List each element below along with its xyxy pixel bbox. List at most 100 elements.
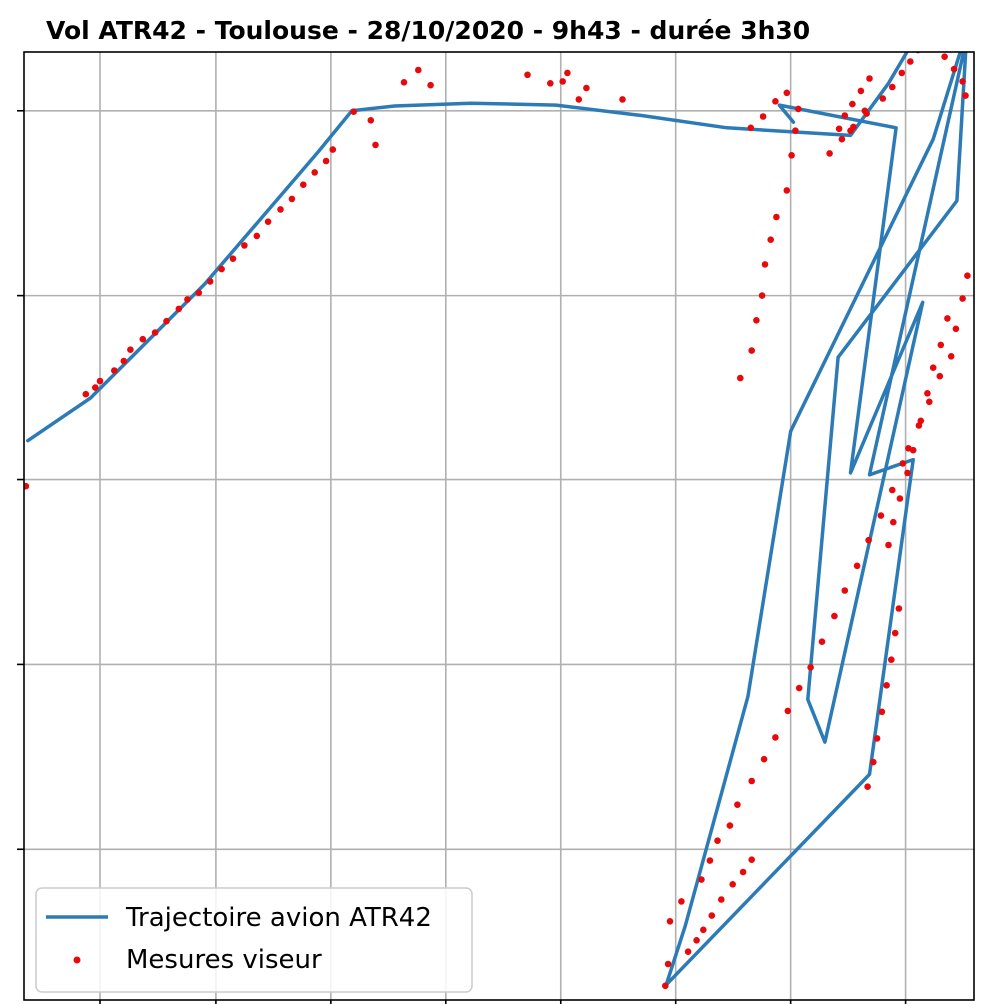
measurement-point-57 xyxy=(748,777,755,785)
measurement-point-22 xyxy=(311,169,319,176)
measurement-point-6 xyxy=(127,346,134,354)
measurement-point-33 xyxy=(619,96,626,103)
measurement-point-93 xyxy=(878,708,886,716)
measurement-point-77 xyxy=(959,295,966,302)
measurement-point-56 xyxy=(734,801,741,808)
measurement-point-29 xyxy=(547,80,554,87)
measurement-point-10 xyxy=(175,305,183,313)
measurement-point-19 xyxy=(277,206,284,213)
measurement-point-24 xyxy=(329,146,337,153)
measurement-point-38 xyxy=(783,89,791,97)
measurement-point-53 xyxy=(706,857,714,864)
measurement-point-41 xyxy=(788,152,795,159)
measurement-point-47 xyxy=(753,317,760,324)
measurement-point-70 xyxy=(899,460,907,467)
measurement-point-123 xyxy=(922,36,929,43)
measurement-point-112 xyxy=(718,896,725,903)
measurement-point-99 xyxy=(849,100,856,108)
measurement-point-118 xyxy=(879,95,887,102)
measurement-point-21 xyxy=(300,181,307,188)
measurement-point-46 xyxy=(758,292,766,299)
measurement-point-124 xyxy=(932,23,939,30)
measurement-point-31 xyxy=(575,96,583,103)
measurement-point-76 xyxy=(952,325,960,333)
measurement-point-16 xyxy=(241,242,248,249)
grid-layer xyxy=(24,52,974,1000)
measurement-point-78 xyxy=(964,272,971,280)
measurement-point-100 xyxy=(857,87,865,95)
measurement-point-43 xyxy=(773,213,780,221)
measurement-point-30 xyxy=(564,69,571,77)
measurement-point-5 xyxy=(120,357,128,365)
measurement-point-58 xyxy=(760,755,768,763)
measurement-point-45 xyxy=(761,261,769,268)
measurement-point-68 xyxy=(877,512,885,519)
measurement-point-12 xyxy=(195,289,203,297)
measurement-point-127 xyxy=(959,78,966,85)
measurement-point-7 xyxy=(139,335,147,343)
measurement-point-116 xyxy=(847,127,854,134)
trajectory-line xyxy=(26,52,968,987)
measurement-point-52 xyxy=(698,876,705,883)
measurement-point-82 xyxy=(904,469,911,477)
measurement-point-106 xyxy=(662,982,669,990)
measurement-point-37 xyxy=(772,98,779,105)
measurement-point-0 xyxy=(24,482,30,490)
measurement-point-55 xyxy=(726,822,734,829)
measurement-point-87 xyxy=(937,341,945,349)
measurement-point-51 xyxy=(678,898,685,905)
measurement-point-115 xyxy=(748,856,755,863)
measurement-point-42 xyxy=(783,187,791,194)
measurement-point-27 xyxy=(427,81,434,89)
tick-layer xyxy=(17,109,907,1004)
measurement-point-88 xyxy=(944,315,951,322)
measurement-point-28 xyxy=(524,71,531,79)
measurement-point-125 xyxy=(941,53,948,60)
measurement-point-60 xyxy=(784,707,792,715)
measurement-point-25 xyxy=(400,79,408,86)
measurement-point-109 xyxy=(693,937,700,944)
data-layer xyxy=(24,23,971,990)
measurement-point-84 xyxy=(917,417,925,425)
measurement-point-85 xyxy=(924,390,931,397)
measurement-point-1 xyxy=(82,390,90,398)
measurement-point-8 xyxy=(151,329,159,336)
measurement-point-108 xyxy=(684,948,692,955)
measurement-point-11 xyxy=(184,296,191,303)
measurement-points xyxy=(24,23,971,990)
measurement-point-92 xyxy=(883,682,890,689)
chart-title: Vol ATR42 - Toulouse - 28/10/2020 - 9h43… xyxy=(46,16,810,45)
measurement-point-130 xyxy=(350,108,358,115)
measurement-point-66 xyxy=(853,562,861,570)
measurement-point-64 xyxy=(831,612,838,620)
measurement-point-75 xyxy=(947,353,955,360)
measurement-point-50 xyxy=(666,918,674,925)
measurement-point-91 xyxy=(888,656,895,663)
legend-label-trajectory: Trajectoire avion ATR42 xyxy=(125,903,432,933)
measurement-point-44 xyxy=(767,236,774,243)
measurement-point-97 xyxy=(835,125,843,133)
measurement-point-74 xyxy=(936,372,944,380)
measurement-point-49 xyxy=(737,374,744,382)
plot-frame xyxy=(23,51,975,1001)
measurement-point-111 xyxy=(708,912,716,919)
measurement-point-63 xyxy=(818,638,826,645)
measurement-point-113 xyxy=(729,881,736,888)
measurement-point-89 xyxy=(895,605,903,612)
measurement-point-3 xyxy=(96,377,104,385)
measurement-point-83 xyxy=(909,446,917,454)
measurement-point-94 xyxy=(873,735,881,742)
measurement-point-67 xyxy=(865,536,872,544)
measurement-point-114 xyxy=(739,868,747,876)
measurement-point-96 xyxy=(864,783,871,790)
measurement-point-101 xyxy=(866,75,873,82)
measurement-point-4 xyxy=(111,367,118,374)
measurement-point-18 xyxy=(264,218,272,225)
measurement-point-126 xyxy=(950,65,958,73)
measurement-point-65 xyxy=(841,587,849,594)
measurement-point-129 xyxy=(372,141,379,149)
measurement-point-73 xyxy=(926,398,933,406)
measurement-point-13 xyxy=(206,278,214,285)
measurement-point-128 xyxy=(962,92,969,99)
